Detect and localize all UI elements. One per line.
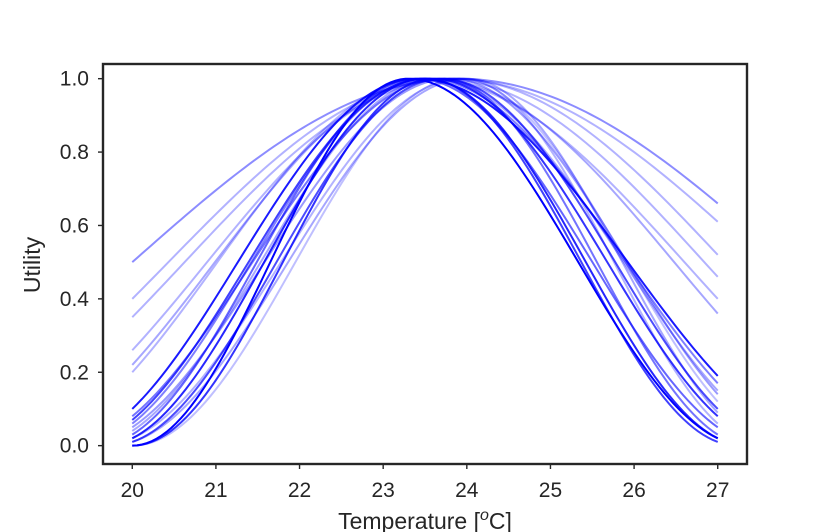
utility-curve [132, 77, 719, 447]
y-tick-label: 0.0 [60, 435, 89, 458]
utility-curve [131, 77, 719, 263]
x-axis-label: Temperature [oC] [338, 507, 512, 532]
x-tick-label: 23 [372, 479, 395, 502]
x-tick-label: 22 [288, 479, 311, 502]
utility-curve [131, 77, 719, 440]
y-tick-label: 0.6 [60, 214, 89, 237]
x-axis-label-main: Temperature [ [338, 508, 481, 532]
y-tick-label: 1.0 [60, 68, 89, 91]
utility-curve [132, 77, 719, 447]
utility-curve [131, 77, 719, 443]
y-tick-label: 0.2 [60, 361, 89, 384]
x-tick-label: 26 [622, 479, 645, 502]
utility-curve [131, 77, 719, 436]
x-tick-label: 21 [204, 479, 227, 502]
series-curves [131, 77, 719, 447]
axis-ticks: 20 21 22 23 24 25 26 27 0.0 0.2 0.4 0.6 0.8 1.0 [60, 68, 730, 502]
utility-curve [131, 77, 719, 443]
utility-curve [131, 77, 719, 429]
y-tick-label: 0.4 [60, 288, 90, 311]
x-axis-label-superscript: o [480, 507, 489, 524]
y-axis-label: Utility [19, 236, 45, 293]
utility-curve [132, 77, 719, 447]
x-tick-label: 27 [706, 479, 729, 502]
x-tick-label: 25 [539, 479, 562, 502]
utility-curve [131, 77, 719, 318]
x-axis-label-suffix: C] [489, 508, 512, 532]
utility-curve [131, 77, 719, 443]
x-tick-label: 20 [121, 479, 144, 502]
y-tick-label: 0.8 [60, 141, 89, 164]
plot-frame [101, 62, 749, 466]
utility-curve [131, 77, 719, 425]
x-tick-label: 24 [455, 479, 479, 502]
